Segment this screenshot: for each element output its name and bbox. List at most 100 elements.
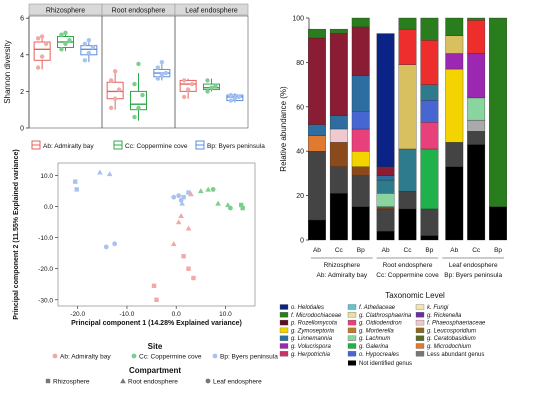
bar-segment: [329, 28, 348, 34]
pca-point: [225, 202, 231, 208]
bar-segment: [308, 151, 326, 221]
bar-segment: [467, 97, 486, 121]
taxonomy-legend-title: Taxonomic Level: [385, 291, 445, 300]
bar-segment: [351, 75, 370, 112]
taxonomy-legend-label: f. Phaeosphaeriaceae: [427, 321, 486, 327]
taxonomy-legend-label: g. Volucrispora: [291, 344, 331, 350]
taxonomy-legend-label: p. Rozellomycota: [290, 321, 338, 327]
bar-category-label: Ab: [313, 247, 321, 254]
bar-category-label: Cc: [404, 247, 413, 254]
bar-segment: [420, 17, 439, 41]
bar-category-label: Cc: [335, 247, 344, 254]
taxonomy-legend-swatch: [347, 319, 357, 326]
taxonomy-legend-label: g. Rickenella: [427, 313, 462, 319]
taxonomy-legend-swatch: [347, 343, 357, 349]
bar-segment: [467, 17, 486, 21]
pca-point: [178, 213, 184, 219]
taxonomy-legend-label: g. Microdochium: [427, 344, 471, 350]
bar-segment: [308, 37, 326, 125]
box-point: [108, 105, 114, 111]
taxonomy-legend-label: g. Clathrosphaerina: [359, 313, 412, 319]
bar-segment: [398, 64, 417, 150]
bar-group-label: Rhizosphere: [324, 262, 361, 269]
pca-point: [171, 194, 177, 200]
taxonomy-legend-label: Less abundant genus: [427, 352, 484, 358]
taxonomy-legend-swatch: [415, 335, 425, 341]
pca-point: [175, 219, 182, 225]
box-point: [159, 59, 165, 65]
pca-y-axis-label: Principal component 2 (11.55% Explained …: [13, 149, 20, 319]
taxonomy-legend-label: g. Lachnum: [359, 336, 390, 342]
pca-point: [73, 179, 78, 184]
box-point: [86, 37, 92, 43]
box-point: [155, 65, 161, 70]
bar-segment: [445, 166, 464, 241]
taxonomy-legend-swatch: [279, 335, 289, 341]
bar-segment: [351, 151, 370, 167]
facet-label: Leaf endosphere: [185, 8, 238, 15]
pca-point: [239, 202, 244, 208]
taxonomy-legend-swatch: [279, 304, 289, 310]
box-legend-label: Cc: Coppermine cove: [125, 143, 188, 150]
taxonomy-legend-swatch: [415, 343, 425, 349]
bar-y-tick-label: 80: [296, 60, 304, 67]
bar-segment: [329, 33, 348, 116]
site-legend-marker: [52, 353, 58, 359]
bar-segment: [420, 148, 439, 210]
compartment-legend-marker: [45, 378, 51, 384]
taxonomy-legend-swatch: [347, 312, 357, 318]
box-point: [205, 78, 210, 83]
facet-strip: [174, 3, 249, 16]
bar-segment: [420, 208, 439, 236]
box-point: [35, 65, 41, 70]
site-legend-label: Cc: Coppermine cove: [139, 354, 202, 361]
box-point: [228, 92, 234, 98]
bar-segment: [351, 111, 370, 130]
bar-segment: [420, 235, 439, 241]
bar-group-sublabel: Bp: Byers peninsula: [444, 272, 502, 279]
taxonomy-legend-swatch: [347, 327, 357, 334]
site-legend-label: Bp: Byers peninsula: [220, 354, 278, 361]
compartment-legend-marker: [205, 378, 211, 384]
pca-point: [186, 190, 191, 195]
box-point: [39, 34, 45, 39]
bar-segment: [351, 175, 370, 207]
box-point: [82, 41, 88, 47]
bar-segment: [398, 17, 417, 30]
box-point: [185, 87, 191, 92]
taxonomy-legend-label: f. Atheliaceae: [359, 305, 396, 311]
pca-point: [215, 200, 221, 206]
box-point: [67, 37, 72, 43]
taxonomy-legend-label: g. Herpotrichia: [291, 352, 331, 358]
pca-point: [198, 188, 204, 194]
pca-x-tick-label: 0.0: [172, 311, 181, 318]
bar-y-tick-label: 100: [292, 16, 304, 23]
pca-point: [74, 187, 79, 192]
bar-segment: [351, 206, 370, 241]
box-point: [59, 32, 64, 37]
box-legend-label: Bp: Byers peninsula: [207, 143, 265, 150]
box-point: [35, 36, 41, 41]
box-point: [140, 92, 145, 98]
pca-point: [185, 225, 192, 231]
taxonomy-legend-swatch: [415, 304, 425, 310]
taxonomy-legend-swatch: [347, 304, 357, 310]
box-point: [181, 94, 187, 100]
facet-label: Rhizosphere: [46, 8, 85, 15]
box-y-tick-label: 6: [20, 16, 24, 23]
taxonomy-legend-label: g. Linnemannia: [291, 336, 333, 342]
bar-segment: [398, 191, 417, 210]
pca-frame: [57, 162, 256, 307]
taxonomy-legend-swatch: [415, 312, 425, 318]
pca-y-tick-label: -20.0: [38, 266, 53, 273]
bar-segment: [308, 28, 326, 39]
taxonomy-legend-swatch: [415, 351, 425, 357]
bar-segment: [308, 219, 326, 241]
bar-segment: [376, 230, 395, 241]
box-point: [189, 81, 195, 87]
box-y-axis-label: Shannon diversity: [3, 40, 12, 104]
site-legend-label: Ab: Admiralty bay: [60, 354, 111, 361]
taxonomy-legend-label: k. Fungi: [427, 305, 449, 311]
box-point: [108, 78, 114, 83]
pca-y-tick-label: -10.0: [38, 235, 53, 242]
